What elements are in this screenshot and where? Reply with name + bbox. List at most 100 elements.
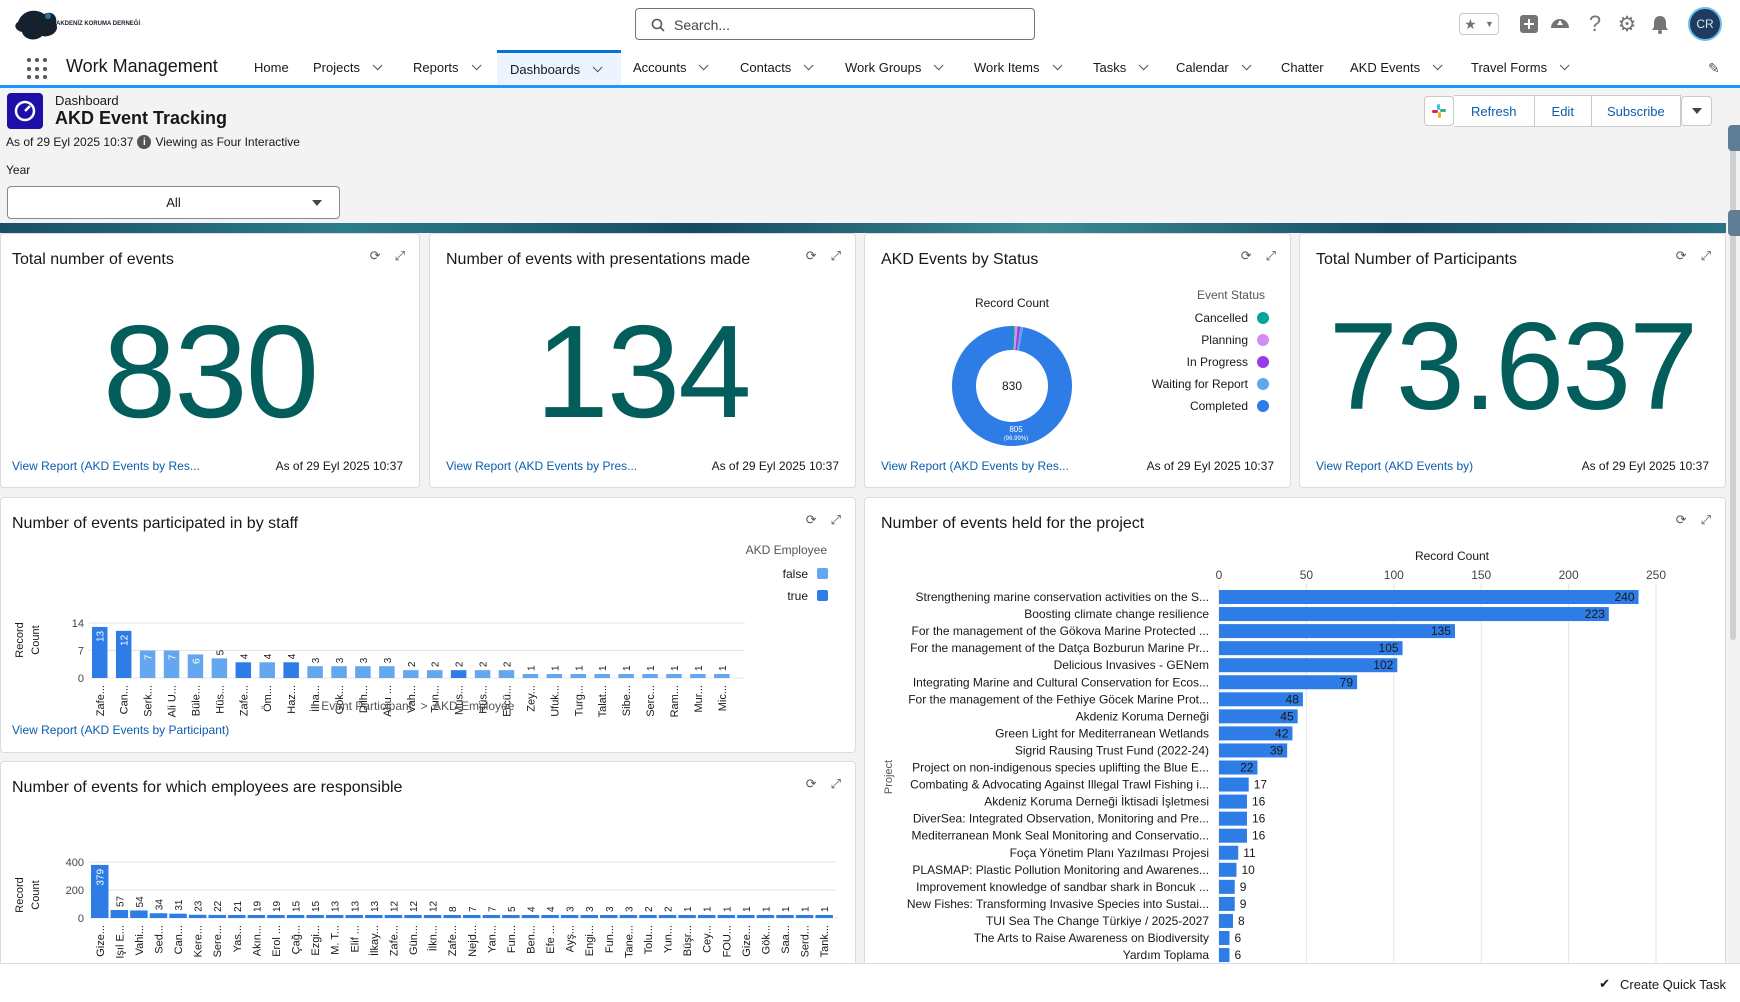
chevron-down-icon[interactable]: [1241, 60, 1252, 71]
x-tick-label: Akın...: [251, 925, 263, 956]
refresh-icon[interactable]: ⟳: [805, 512, 817, 527]
gear-icon[interactable]: ⚙: [1617, 12, 1637, 36]
data-label: 2: [455, 661, 466, 667]
nav-item-calendar[interactable]: Calendar: [1176, 50, 1252, 85]
nav-item-travel-forms[interactable]: Travel Forms: [1471, 50, 1570, 85]
metric-value[interactable]: 73.637: [1328, 298, 1698, 436]
chevron-down-icon[interactable]: [934, 60, 944, 71]
bar: [306, 915, 324, 918]
refresh-icon[interactable]: ⟳: [805, 776, 817, 791]
edit-button[interactable]: Edit: [1534, 96, 1592, 126]
global-header: AKDENİZ KORUMA DERNEĞİ Search... ★ ▼ ? ⚙ …: [0, 0, 1740, 50]
side-panel-tab[interactable]: [1728, 125, 1740, 151]
x-tick-label: FOU...: [721, 925, 733, 957]
x-tick-label: Zafe...: [95, 685, 107, 716]
project-bar-chart[interactable]: Record Count 0 50 100 150 200 250 Project 240 Str…: [865, 542, 1727, 972]
y-axis-label: Project: [883, 760, 895, 794]
chevron-down-icon[interactable]: [1432, 60, 1443, 71]
expand-icon[interactable]: ⤢: [830, 248, 841, 263]
info-icon[interactable]: i: [137, 135, 152, 149]
refresh-button[interactable]: Refresh: [1454, 96, 1535, 126]
view-report-link[interactable]: View Report (AKD Events by): [1316, 459, 1474, 473]
data-label: 2: [664, 906, 675, 912]
x-tick-label: Tank...: [819, 925, 831, 957]
refresh-icon[interactable]: ⟳: [805, 248, 817, 263]
nav-item-accounts[interactable]: Accounts: [633, 50, 710, 85]
chevron-down-icon[interactable]: [372, 60, 383, 71]
data-label: 3: [335, 657, 346, 663]
bar: [1219, 777, 1249, 792]
refresh-icon[interactable]: ⟳: [1675, 512, 1687, 527]
trailhead-icon[interactable]: [1548, 12, 1572, 36]
metric-value[interactable]: 134: [535, 298, 751, 445]
page-scrollbar-thumb[interactable]: [1730, 130, 1736, 640]
data-label: 379: [96, 869, 107, 886]
x-tick-label: 200: [1559, 568, 1579, 582]
dashboard-title: AKD Event Tracking: [55, 108, 228, 128]
bar: [110, 910, 129, 918]
chevron-down-icon[interactable]: [592, 61, 603, 72]
user-avatar[interactable]: CR: [1688, 7, 1722, 41]
bar: [259, 662, 275, 678]
filter-year-select[interactable]: All: [7, 186, 340, 219]
nav-item-home[interactable]: Home: [254, 60, 289, 75]
expand-icon[interactable]: ⤢: [394, 248, 405, 263]
akd-logo[interactable]: AKDENİZ KORUMA DERNEĞİ: [12, 4, 140, 44]
slack-share-button[interactable]: [1424, 96, 1454, 126]
expand-icon[interactable]: ⤢: [1700, 512, 1711, 527]
view-report-link[interactable]: View Report (AKD Events by Res...: [881, 459, 1069, 473]
favorites-button[interactable]: ★ ▼: [1459, 13, 1499, 35]
expand-icon[interactable]: ⤢: [1700, 248, 1711, 263]
nav-item-work-groups[interactable]: Work Groups: [845, 50, 944, 85]
create-quick-task-button[interactable]: ✔ Create Quick Task: [1599, 976, 1726, 992]
edit-nav-pencil-icon[interactable]: ✎: [1708, 60, 1720, 76]
data-label: 3: [605, 906, 616, 912]
refresh-icon[interactable]: ⟳: [1675, 248, 1687, 263]
expand-icon[interactable]: ⤢: [830, 512, 841, 527]
nav-item-projects[interactable]: Projects: [313, 50, 383, 85]
global-actions-icon[interactable]: [1517, 12, 1541, 36]
nav-item-reports[interactable]: Reports: [413, 50, 482, 85]
chevron-down-icon[interactable]: [471, 60, 482, 71]
view-report-link[interactable]: View Report (AKD Events by Pres...: [446, 459, 638, 473]
nav-item-chatter[interactable]: Chatter: [1281, 60, 1324, 75]
subscribe-button[interactable]: Subscribe: [1591, 96, 1680, 126]
data-label: 5: [507, 906, 518, 912]
help-icon[interactable]: ?: [1588, 11, 1602, 36]
chevron-down-icon[interactable]: [803, 60, 814, 71]
staff-bar-chart[interactable]: Record Count071413Zafe...12Can...7Serk...…: [1, 542, 857, 722]
data-label: 1: [622, 665, 633, 671]
refresh-icon[interactable]: ⟳: [369, 248, 381, 263]
x-tick-label: Ezgi...: [310, 925, 322, 956]
widget-as-of: As of 29 Eyl 2025 10:37: [711, 459, 839, 473]
more-actions-button[interactable]: [1681, 96, 1712, 126]
data-label: 1: [742, 906, 753, 912]
chevron-down-icon[interactable]: [1138, 60, 1149, 71]
chevron-down-icon[interactable]: [1559, 60, 1570, 71]
metric-value[interactable]: 830: [102, 298, 319, 445]
nav-item-contacts[interactable]: Contacts: [740, 50, 814, 85]
nav-item-tasks[interactable]: Tasks: [1093, 50, 1149, 85]
x-tick-label: Tolu...: [643, 925, 655, 954]
data-label: 1: [598, 665, 609, 671]
x-tick-label: Efe ...: [545, 925, 557, 954]
data-label: 1: [718, 665, 729, 671]
side-panel-tab[interactable]: [1728, 210, 1740, 236]
expand-icon[interactable]: ⤢: [1265, 248, 1276, 263]
nav-item-akd-events[interactable]: AKD Events: [1350, 50, 1443, 85]
legend-title: AKD Employee: [746, 543, 828, 557]
status-donut-chart[interactable]: Record Count 830 805 (96.99%) Event Status Ca…: [865, 274, 1292, 454]
refresh-icon[interactable]: ⟳: [1240, 248, 1252, 263]
nav-item-dashboards[interactable]: Dashboards: [497, 50, 621, 85]
notification-bell-icon[interactable]: [1648, 12, 1672, 36]
app-launcher-icon[interactable]: [27, 58, 49, 80]
expand-icon[interactable]: ⤢: [830, 776, 841, 791]
bar: [1219, 658, 1398, 673]
global-search-input[interactable]: Search...: [635, 8, 1035, 40]
nav-item-work-items[interactable]: Work Items: [974, 50, 1063, 85]
view-report-link[interactable]: View Report (AKD Events by Participant): [12, 723, 230, 737]
chevron-down-icon[interactable]: [699, 60, 710, 71]
chevron-down-icon[interactable]: [1052, 60, 1063, 71]
view-report-link[interactable]: View Report (AKD Events by Res...: [12, 459, 200, 473]
